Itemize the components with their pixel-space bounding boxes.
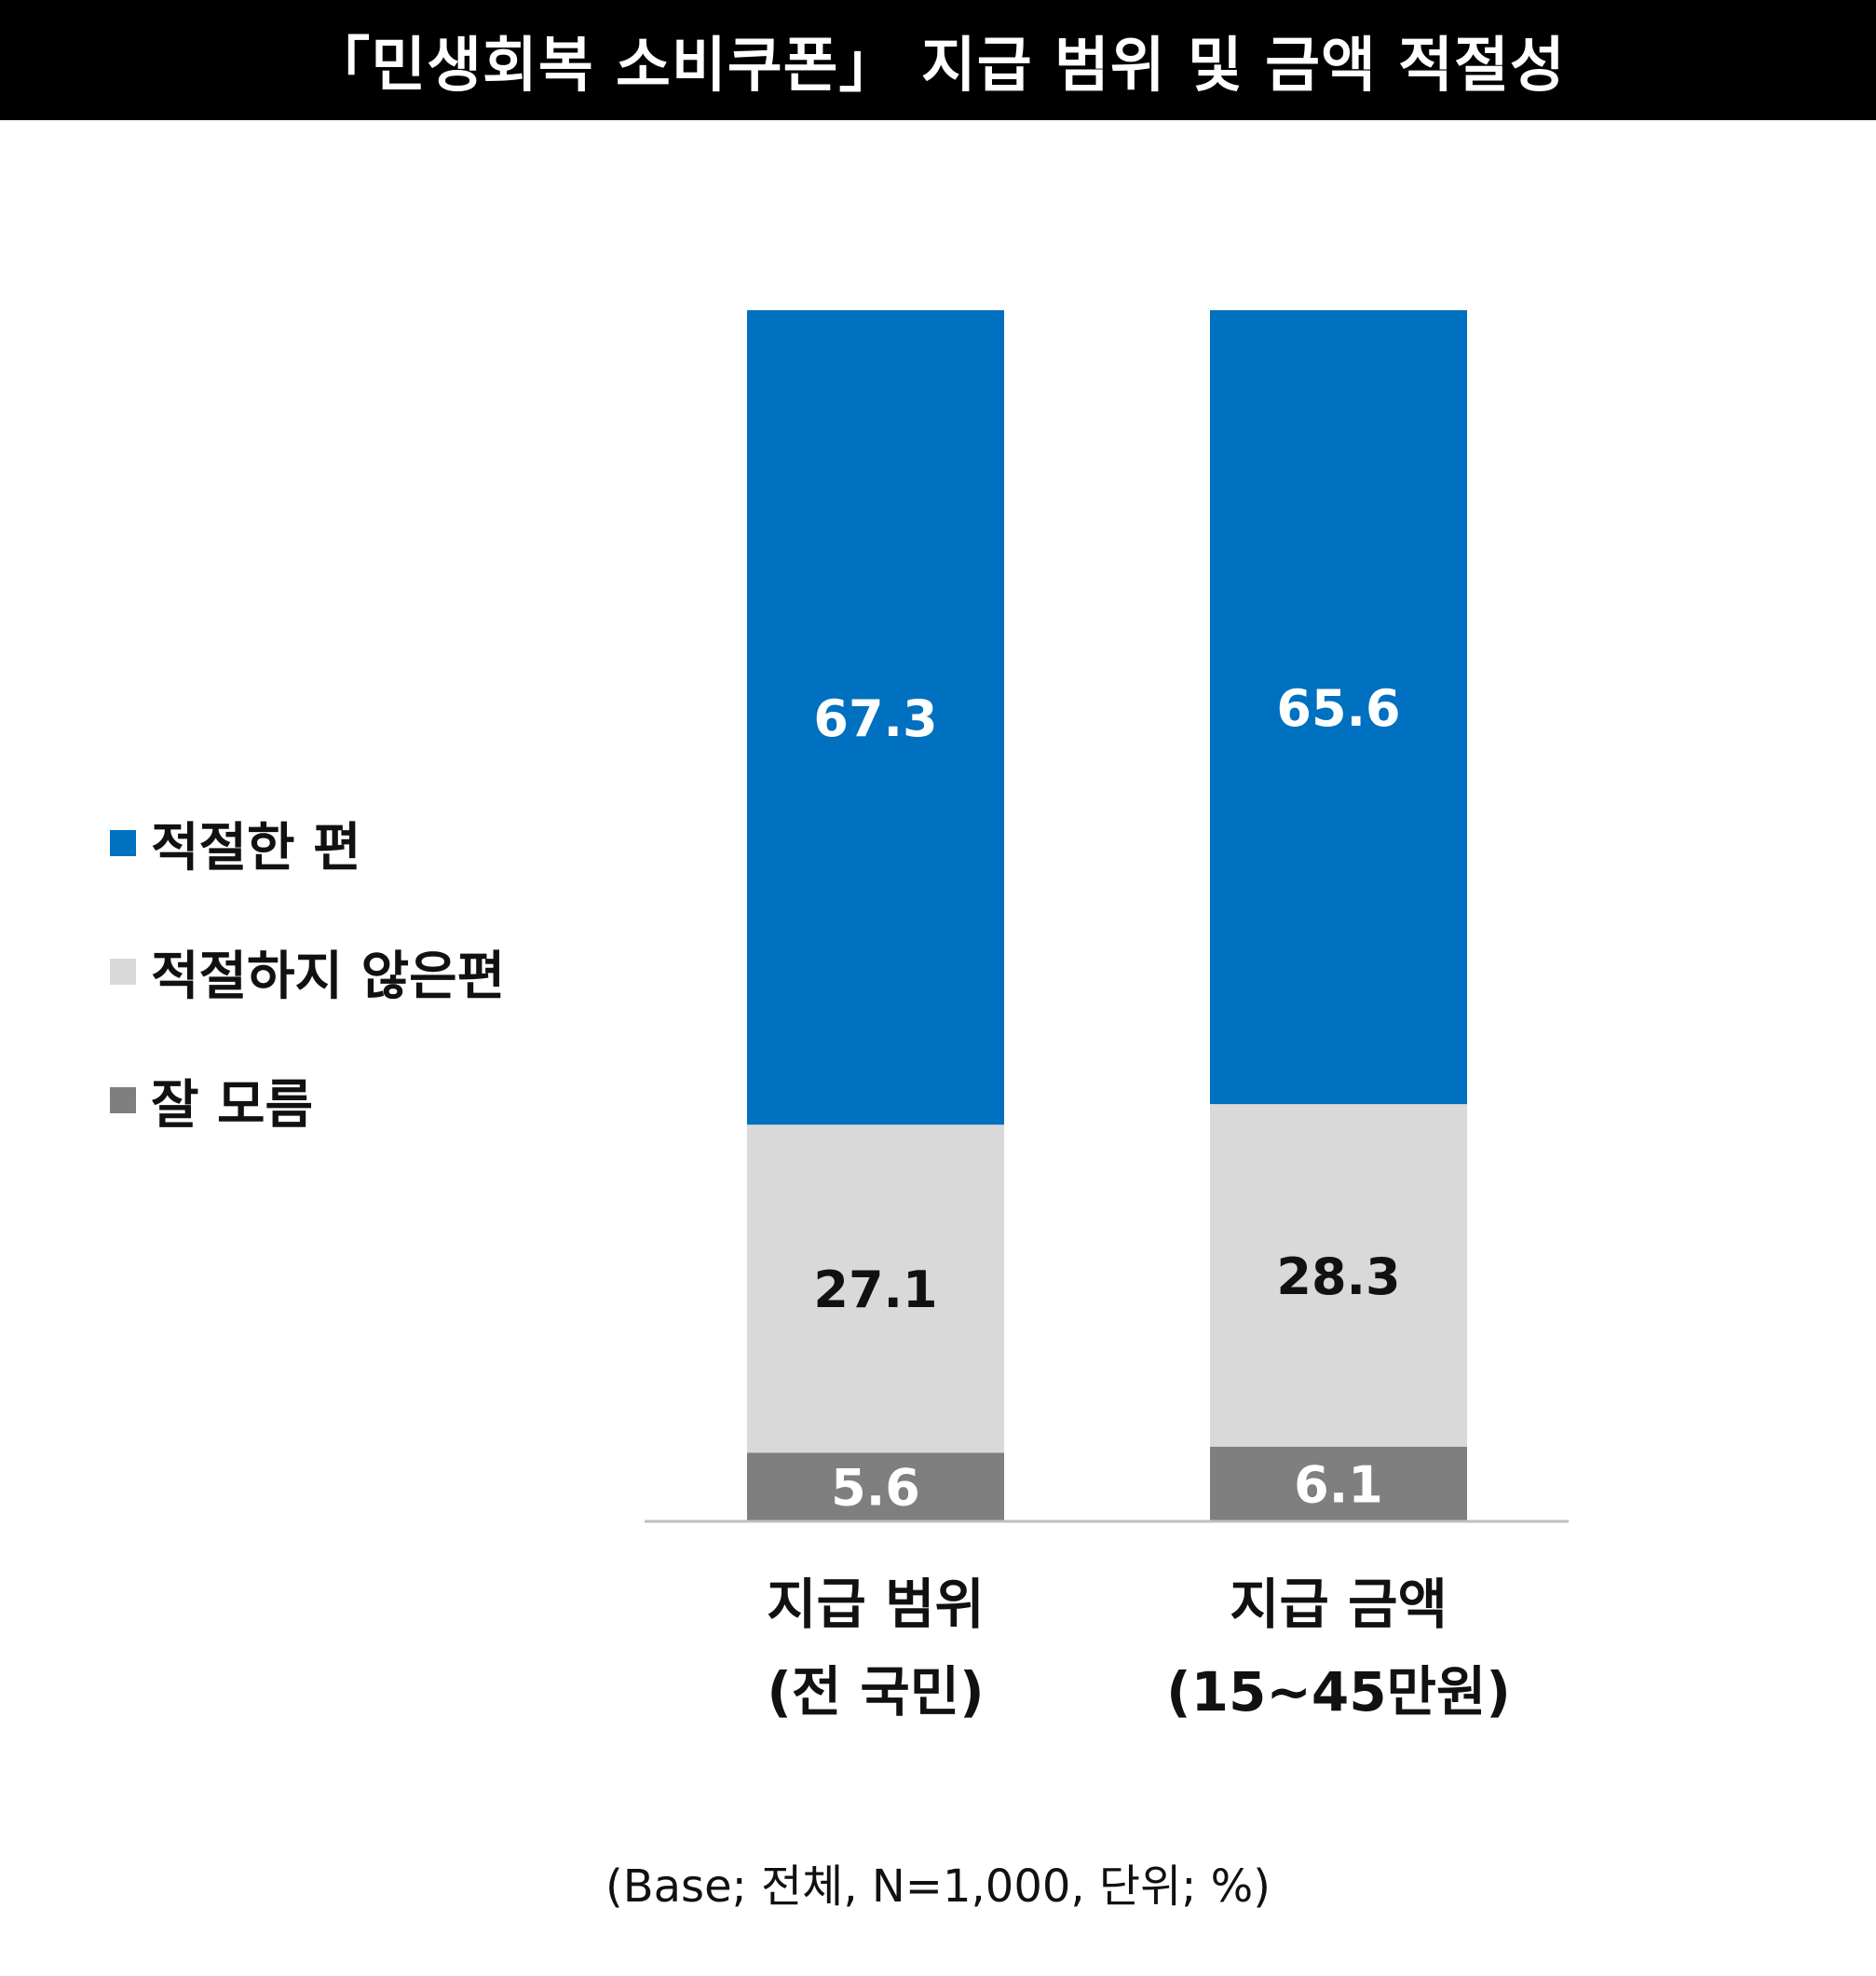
legend-item-appropriate: 적절한 편 [110,811,505,879]
bar-segment-not-appropriate-2 [1210,1104,1467,1447]
title-bar: 「민생회복 소비쿠폰」 지급 범위 및 금액 적절성 [0,0,1876,120]
bar-segment-appropriate-2 [1210,310,1467,1105]
category-label-2-line-1: 지급 금액 [1230,1573,1448,1636]
data-label-not-appropriate-1: 27.1 [813,1261,937,1319]
legend-swatch-appropriate [110,830,136,856]
legend-item-not-appropriate: 적절하지 않은편 [110,939,505,1007]
category-label-2-line-2: (15~45만원) [1166,1660,1511,1724]
chart-title: 「민생회복 소비쿠폰」 지급 범위 및 금액 적절성 [310,31,1566,101]
data-label-dont-know-2: 6.1 [1294,1455,1383,1514]
legend-swatch-dont-know [110,1087,136,1113]
legend-label-dont-know: 잘 모름 [151,1074,314,1136]
legend-swatch-not-appropriate [110,959,136,985]
legend-item-dont-know: 잘 모름 [110,1068,505,1136]
legend: 적절한 편 적절하지 않은편 잘 모름 [110,811,505,1196]
legend-label-appropriate: 적절한 편 [151,817,361,879]
data-label-appropriate-1: 67.3 [813,689,937,748]
legend-label-not-appropriate: 적절하지 않은편 [151,946,506,1007]
data-label-not-appropriate-2: 28.3 [1276,1247,1400,1306]
footnote: (Base; 전체, N=1,000, 단위; %) [605,1860,1271,1913]
bar-segment-not-appropriate-1 [747,1124,1004,1453]
category-label-1-line-2: (전 국민) [767,1660,984,1724]
bar-segment-dont-know-2 [1210,1446,1467,1520]
bar-segment-dont-know-1 [747,1452,1004,1520]
bar-segment-appropriate-1 [747,310,1004,1125]
data-label-appropriate-2: 65.6 [1276,679,1400,738]
category-label-1-line-1: 지급 범위 [767,1573,985,1636]
data-label-dont-know-1: 5.6 [831,1459,920,1518]
stacked-bar-chart: 5.6 27.1 67.3 지급 범위 (전 국민) 6.1 28.3 65.6 지급 금액 (1… [645,310,1569,1724]
